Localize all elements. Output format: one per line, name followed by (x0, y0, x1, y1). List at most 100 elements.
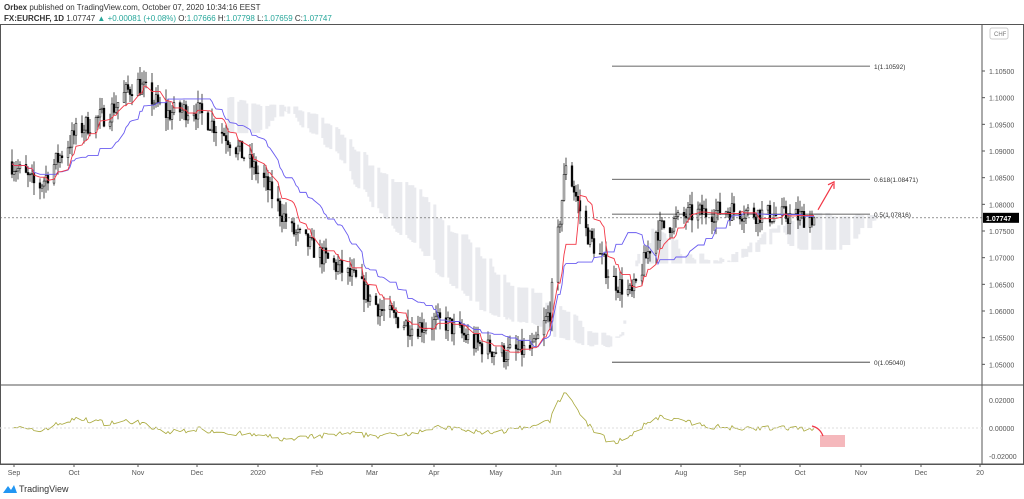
cloud-segment (255, 104, 259, 133)
candle-body (40, 185, 44, 189)
cloud-segment (825, 212, 829, 250)
cloud-segment (253, 103, 257, 134)
price-tick-label: 1.08000 (989, 202, 1014, 209)
cloud-segment (631, 288, 635, 295)
candle-body (704, 208, 708, 218)
tradingview-logo[interactable]: TradingView (3, 484, 69, 494)
candle-body (614, 275, 618, 291)
candle-body (154, 94, 158, 104)
candle-body (670, 230, 674, 234)
cloud-segment (575, 315, 579, 343)
cloud-segment (553, 306, 557, 337)
cloud-segment (299, 110, 303, 126)
cloud-segment (859, 215, 863, 229)
cloud-segment (811, 214, 815, 250)
cloud-segment (769, 229, 773, 245)
open-label: O: (178, 14, 187, 23)
cloud-segment (645, 253, 649, 264)
cloud-segment (593, 332, 597, 345)
candle-body (544, 316, 548, 321)
candle-body (366, 284, 370, 302)
candle-body (362, 278, 366, 300)
candle-body (394, 312, 398, 318)
candle-body (626, 289, 630, 295)
cloud-segment (369, 165, 373, 202)
cloud-segment (861, 215, 865, 229)
candle-body (320, 247, 324, 265)
cloud-segment (603, 332, 607, 346)
candle-body (80, 122, 84, 134)
cloud-segment (279, 104, 283, 117)
price-tick-label: 1.05500 (989, 336, 1014, 343)
candle-body (464, 334, 468, 341)
candle-body (28, 173, 32, 176)
cloud-segment (841, 216, 845, 245)
cloud-segment (785, 223, 789, 235)
cloud-segment (637, 253, 641, 264)
candle-body (94, 116, 98, 133)
cloud-segment (813, 213, 817, 250)
cloud-segment (497, 274, 501, 317)
cloud-segment (433, 204, 437, 260)
candle-body (332, 258, 336, 263)
cloud-segment (797, 220, 801, 249)
candle-body (798, 211, 802, 221)
cloud-segment (481, 258, 485, 310)
symbol[interactable]: FX:EURCHF, 1D (4, 14, 65, 23)
cloud-segment (619, 334, 623, 337)
cloud-segment (323, 123, 327, 145)
candle-body (168, 110, 172, 120)
candle-body (542, 320, 546, 336)
price-chart[interactable]: 1.10500 1.10000 1.09500 1.09000 1.08500 1.080… (0, 24, 1024, 482)
cloud-segment (229, 97, 233, 134)
candle-body (494, 352, 498, 354)
cloud-segment (817, 212, 821, 250)
candle-body (686, 207, 690, 219)
fib-level-label: 0.618(1.08471) (874, 177, 918, 184)
candle-body (504, 359, 508, 362)
cloud-segment (705, 259, 709, 264)
cloud-segment (839, 216, 843, 250)
candle-body (178, 102, 182, 113)
time-tick-label: Sep (8, 470, 21, 477)
cloud-segment (313, 113, 317, 134)
candle-body (656, 232, 660, 241)
candle-body (86, 117, 90, 134)
cloud-segment (735, 251, 739, 263)
candle-body (730, 203, 734, 221)
candle-body (508, 344, 512, 348)
candle-body (354, 270, 358, 277)
candle-body (700, 204, 704, 215)
candle-body (364, 284, 368, 300)
candle-body (376, 304, 380, 317)
candle-body (648, 251, 652, 254)
candle-body (114, 106, 118, 113)
candle-body (472, 334, 476, 349)
cloud-segment (535, 292, 539, 326)
cloud-segment (799, 217, 803, 250)
ichimoku-cloud (227, 97, 889, 348)
cloud-segment (763, 232, 767, 245)
cloud-segment (325, 123, 329, 148)
candle-body (206, 112, 210, 131)
price-tick-label: 1.08500 (989, 176, 1014, 183)
cloud-segment (271, 104, 275, 121)
candle-body (606, 276, 610, 279)
candle-body (122, 92, 126, 103)
candle-body (252, 161, 256, 168)
cloud-segment (351, 146, 355, 180)
candle-body (782, 206, 786, 208)
candle-body (298, 228, 302, 230)
candle-body (200, 103, 204, 114)
cloud-segment (561, 309, 565, 339)
candle-body (452, 321, 456, 335)
cloud-segment (789, 221, 793, 246)
cloud-segment (727, 260, 731, 263)
cloud-segment (371, 165, 375, 208)
cloud-segment (343, 137, 347, 164)
candle-body (16, 168, 20, 172)
time-tick-label: Feb (311, 470, 323, 477)
candle-body (116, 102, 120, 108)
cloud-segment (663, 233, 667, 264)
cloud-segment (495, 274, 499, 316)
